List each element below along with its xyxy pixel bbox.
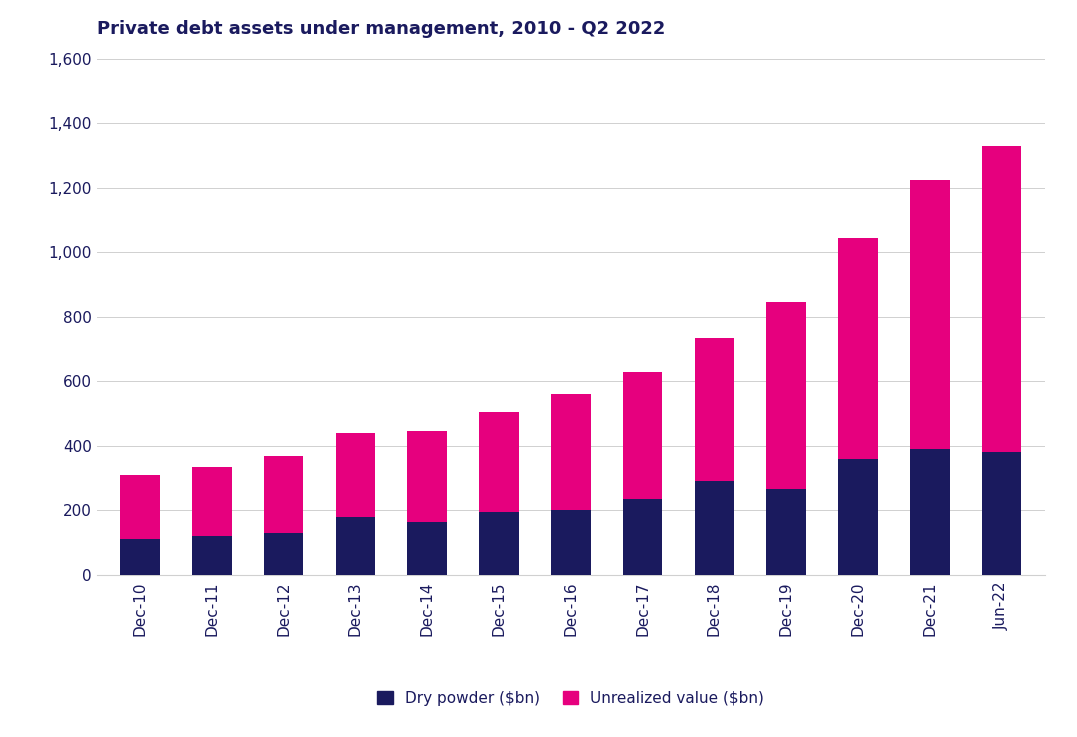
Bar [121, 539, 159, 575]
Text: Private debt assets under management, 2010 - Q2 2022: Private debt assets under management, 20… [97, 20, 666, 38]
Bar [623, 499, 662, 575]
Bar [910, 449, 950, 575]
Bar [695, 338, 735, 481]
Bar [192, 467, 232, 537]
Bar [695, 481, 735, 575]
Legend: Dry powder ($bn), Unrealized value ($bn): Dry powder ($bn), Unrealized value ($bn) [372, 685, 770, 712]
Bar [121, 475, 159, 539]
Bar [264, 533, 304, 575]
Bar [982, 146, 1021, 453]
Bar [336, 433, 375, 517]
Bar [838, 238, 878, 458]
Bar [551, 394, 590, 510]
Bar [767, 489, 806, 575]
Bar [192, 537, 232, 575]
Bar [767, 302, 806, 489]
Bar [838, 458, 878, 575]
Bar [407, 522, 447, 575]
Bar [336, 517, 375, 575]
Bar [479, 412, 519, 512]
Bar [982, 453, 1021, 575]
Bar [623, 371, 662, 499]
Bar [910, 180, 950, 449]
Bar [551, 510, 590, 575]
Bar [264, 455, 304, 533]
Bar [407, 431, 447, 522]
Bar [479, 512, 519, 575]
